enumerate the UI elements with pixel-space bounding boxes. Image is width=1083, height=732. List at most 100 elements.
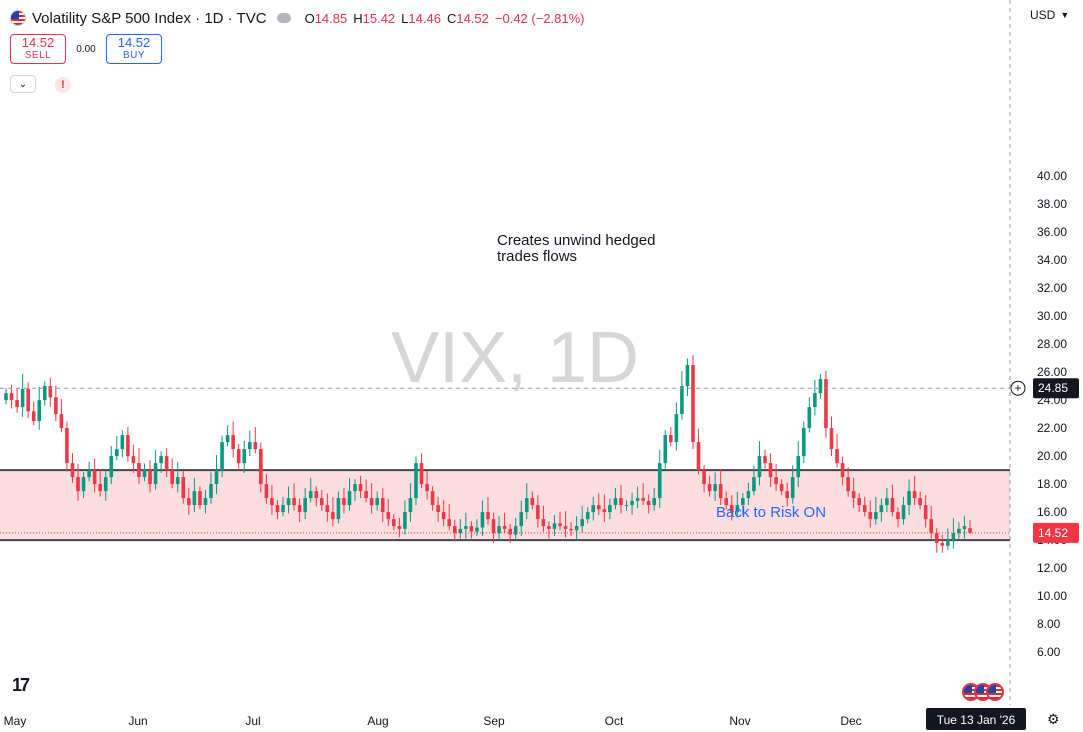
events-flags[interactable] [962,683,1004,701]
price-axis[interactable]: 6.008.0010.0012.0014.0016.0018.0020.0022… [1010,169,1079,659]
candle-body [247,442,252,450]
candle [879,498,884,522]
candle [236,444,241,469]
candle-body [403,512,407,529]
candle-body [707,484,712,492]
candle [918,491,922,510]
candle-body [613,498,618,506]
candle [20,373,25,417]
candle [430,486,435,511]
candle-body [175,477,180,485]
candle [957,522,961,539]
candle-body [957,528,961,534]
candle-body [868,512,873,520]
candle [497,516,501,541]
candle [846,467,850,497]
market-status-icon[interactable] [276,13,291,23]
candle [59,399,64,433]
candle-body [552,523,557,529]
sell-button[interactable]: 14.52 SELL [10,34,66,64]
collapse-legend-button[interactable]: ⌄ [10,75,36,93]
candle [231,421,235,458]
candle-body [602,509,607,513]
candle-body [497,526,501,534]
add-alert-icon [1010,380,1026,396]
candle [319,489,324,511]
candle [264,474,269,504]
annotation-risk-on[interactable]: Back to Risk ON [716,504,827,521]
symbol-title[interactable]: Volatility S&P 500 Index · 1D · TVC [32,9,267,27]
candle-body [59,414,64,429]
candle [369,483,374,514]
candle [968,520,972,534]
currency-selector[interactable]: USD ▼ [1030,8,1069,22]
candle-body [214,470,219,485]
candle-body [752,477,756,492]
candlestick-series [4,355,972,553]
candle [702,465,706,493]
candle-body [164,456,169,471]
annotation-unwind[interactable]: Creates unwind hedged trades flows [497,233,655,265]
candle-body [386,512,391,520]
candle [608,498,612,520]
tradingview-logo[interactable]: 17 [12,675,30,695]
candle [890,484,895,517]
candle-body [414,463,418,499]
candle [552,515,557,536]
candle-body [735,505,740,513]
y-tick-label: 30.00 [1037,309,1067,323]
candle-body [275,505,280,513]
candle [796,441,801,487]
candle [109,446,114,485]
candle-body [42,386,47,401]
candle-body [353,484,357,492]
candle-body [297,505,302,513]
candle-body [87,470,91,478]
candle [735,491,740,518]
last-price-label: 14.52 [1038,526,1068,540]
candle [331,497,335,527]
candle [347,477,352,511]
candle-body [585,512,590,520]
y-tick-label: 6.00 [1037,645,1061,659]
candle-body [408,498,413,513]
candle-body [37,400,42,422]
candle-body [198,491,202,506]
candle [940,534,945,553]
time-axis[interactable]: May Jun Jul Aug Sep Oct Nov Dec Tue 13 Jan '26 [4,708,1026,730]
candle [741,493,745,515]
candle [131,444,136,473]
candle [153,449,158,490]
candle [602,494,607,522]
candle [242,440,247,473]
candle-body [142,470,147,478]
annotation-line-2: trades flows [497,248,578,265]
last-price-box [1033,522,1079,543]
candle-body [419,463,424,485]
buy-button[interactable]: 14.52 BUY [106,34,162,64]
candle [469,521,474,539]
candle [885,488,889,513]
candle [98,469,102,497]
candle-body [464,526,468,529]
candle-body [912,491,917,499]
candle [657,449,662,508]
candle-body [663,435,668,464]
candle-body [563,526,568,529]
candle [835,434,839,468]
warning-icon[interactable]: ! [55,77,71,93]
candle-body [807,407,812,429]
crosshair-price-box [1033,378,1079,399]
candle [126,426,130,462]
candle-body [674,414,679,443]
gear-icon[interactable]: ⚙ [1047,711,1060,727]
candle-body [303,498,307,513]
x-tick-label: Jul [245,714,260,728]
ohlc-close: C14.52 [446,10,489,26]
candle [336,491,341,524]
candle [946,528,950,550]
candle-body [26,388,30,412]
candle-body [209,484,213,499]
candle [824,370,828,438]
